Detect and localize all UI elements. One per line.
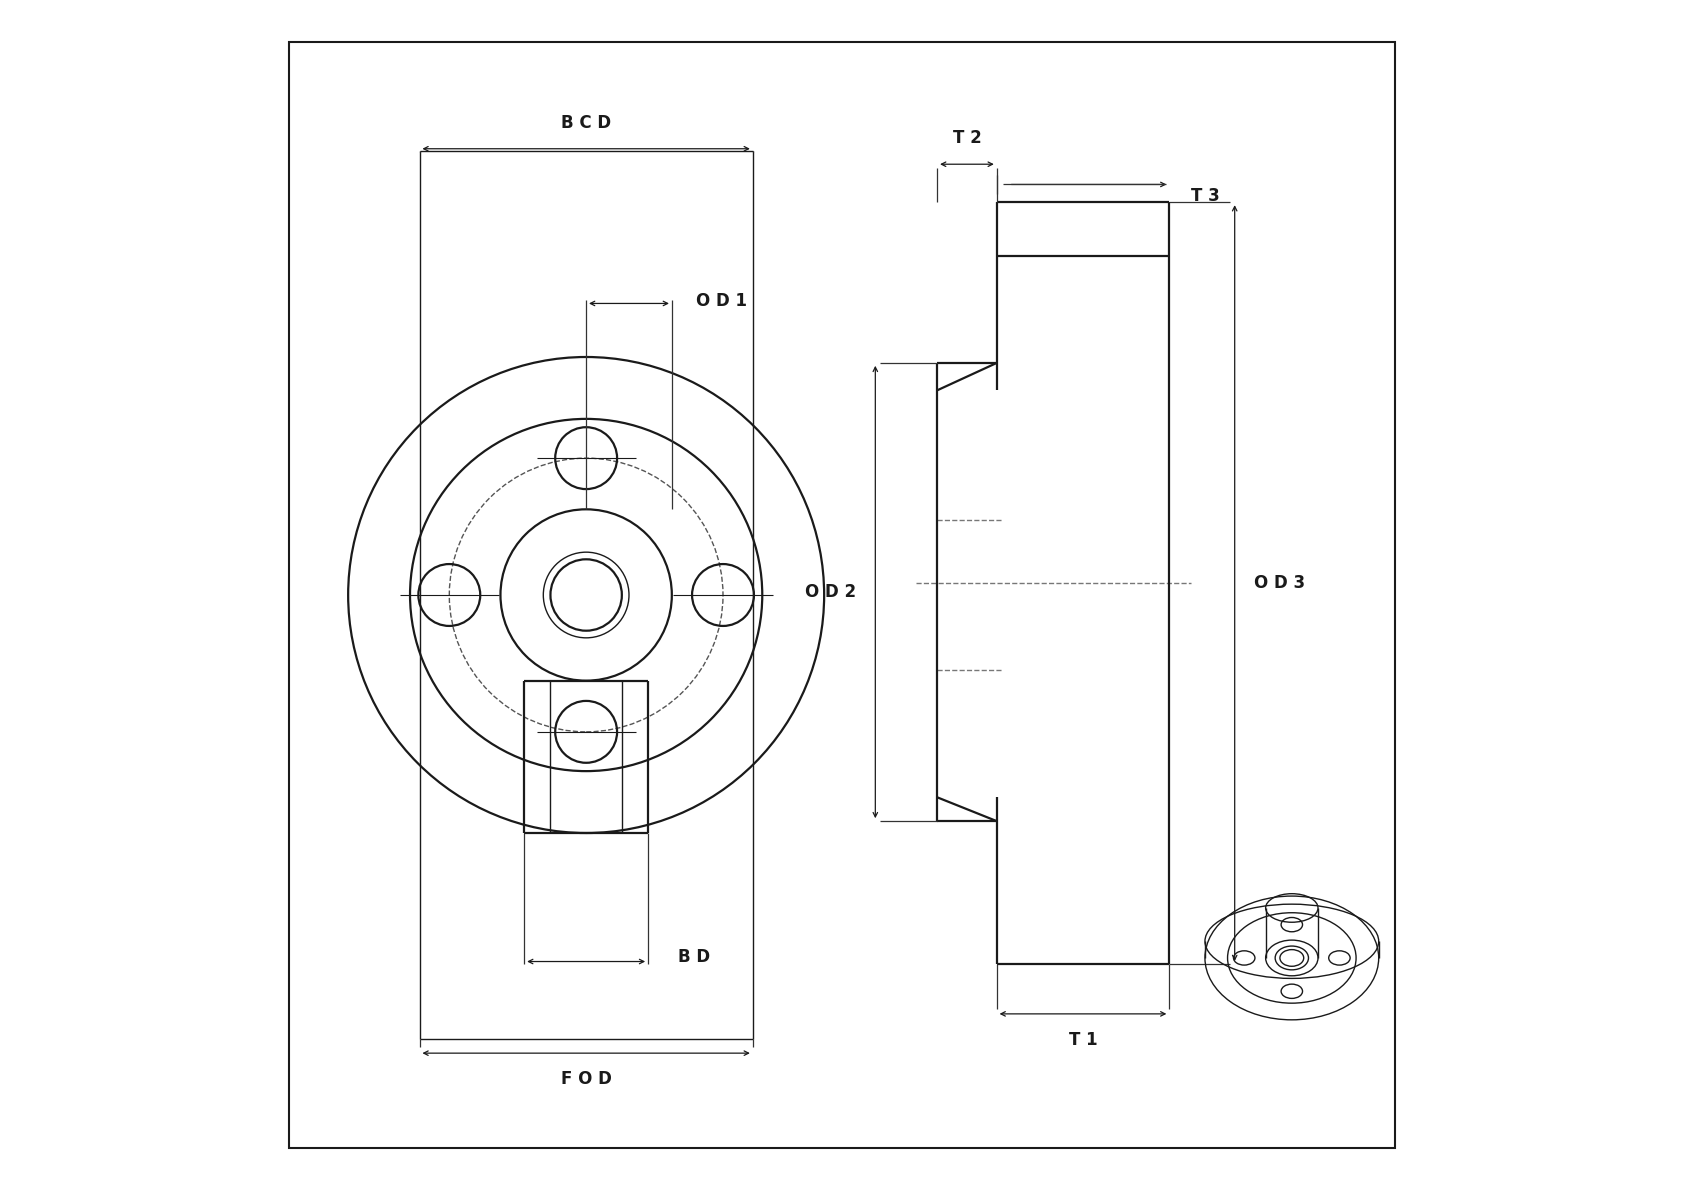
Text: O D 3: O D 3 [1255, 574, 1305, 593]
Text: T 2: T 2 [953, 129, 982, 148]
Text: F O D: F O D [561, 1070, 611, 1089]
Text: T 3: T 3 [1191, 187, 1219, 206]
Text: B D: B D [677, 947, 711, 966]
Text: O D 2: O D 2 [805, 583, 855, 601]
Text: B C D: B C D [561, 113, 611, 132]
Text: O D 1: O D 1 [695, 292, 746, 311]
Text: T 1: T 1 [1069, 1031, 1098, 1050]
